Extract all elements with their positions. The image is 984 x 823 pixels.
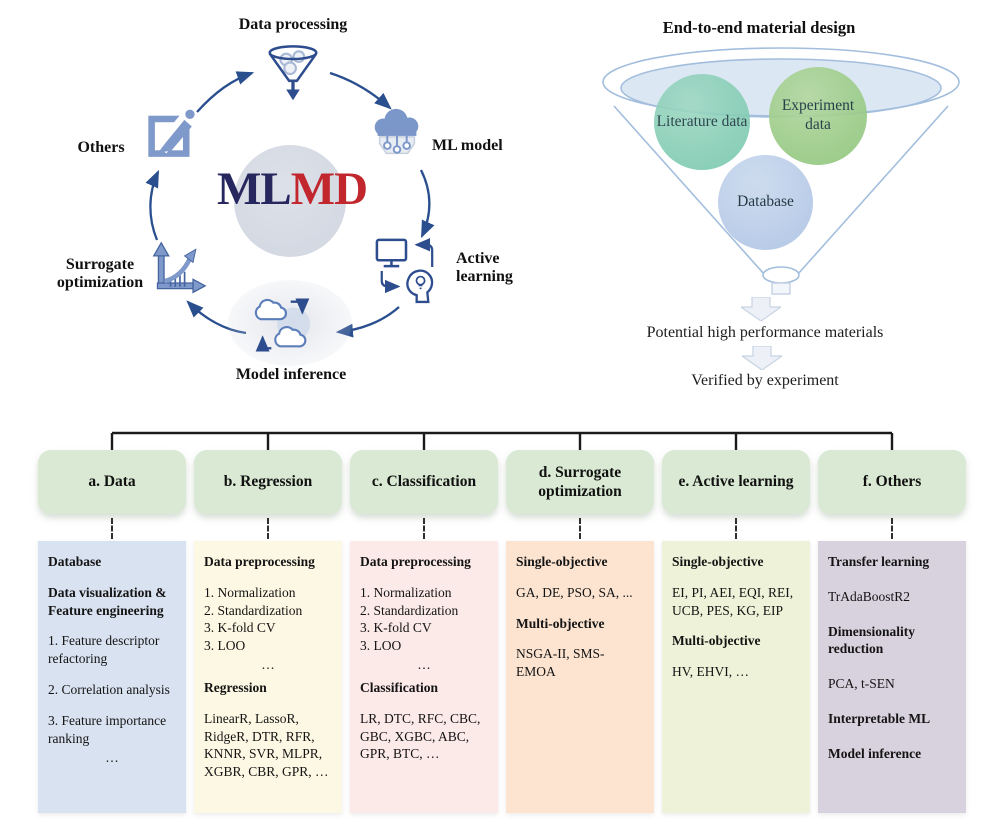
panel-item: Model inference	[828, 745, 922, 761]
panel-classification: Data preprocessing 1. Normalization 2. S…	[350, 541, 498, 813]
panel-item: GA, DE, PSO, SA, ...	[516, 584, 633, 600]
panel-item: NSGA-II, SMS-EMOA	[516, 646, 605, 680]
panel-item: Data preprocessing	[204, 554, 315, 569]
model-inference-icon	[254, 298, 311, 352]
panel-item: Regression	[204, 679, 267, 695]
cycle-center-circle	[234, 145, 346, 257]
panel-item: PCA, t-SEN	[828, 676, 895, 692]
others-edit-icon	[148, 109, 195, 157]
dashed-connector	[111, 518, 113, 539]
panel-item: …	[261, 657, 275, 673]
tree-header-regression: b. Regression	[194, 450, 342, 514]
down-arrow-icon	[742, 346, 782, 370]
panel-item: 3. Feature importance ranking	[48, 712, 167, 746]
label-data-processing: Data processing	[238, 16, 348, 33]
panel-item: 2. Standardization	[360, 602, 459, 618]
tree-header-classification: c. Classification	[350, 450, 498, 514]
experiment-data-circle: Experiment data	[769, 67, 867, 165]
panel-item: HV, EHVI, …	[672, 664, 749, 680]
mlmd-ml-text: ML	[216, 163, 292, 215]
down-arrow-icon	[741, 297, 781, 321]
panel-item: Data visualization & Feature engineering	[48, 584, 167, 618]
label-others: Others	[77, 139, 125, 156]
panel-item: 3. LOO	[204, 638, 246, 654]
panel-item: Multi-objective	[516, 615, 605, 631]
panel-item: 2. Standardization	[204, 602, 303, 618]
panel-item: 1. Normalization	[360, 584, 452, 600]
experiment-data-label: Experiment data	[781, 97, 855, 133]
panel-item: …	[417, 657, 431, 673]
panel-item: Database	[48, 554, 102, 569]
panel-data: Database Data visualization & Feature en…	[38, 541, 186, 813]
panel-item: 2. Correlation analysis	[48, 682, 170, 698]
mlmd-md-text: MD	[290, 163, 368, 215]
panel-item: 1. Normalization	[204, 584, 296, 600]
panel-item: Single-objective	[672, 554, 764, 569]
mlmd-logo: MLMD	[197, 166, 387, 213]
panel-surrogate-optimization: Single-objective GA, DE, PSO, SA, ... Mu…	[506, 541, 654, 813]
data-processing-funnel-icon	[268, 45, 318, 101]
panel-item: …	[105, 749, 119, 765]
panel-item: LinearR, LassoR, RidgeR, DTR, RFR, KNNR,…	[204, 710, 329, 780]
panel-others: Transfer learning TrAdaBoostR2 Dimension…	[818, 541, 966, 813]
panel-item: Dimensionality reduction	[828, 623, 916, 657]
tree-header-others: f. Others	[818, 450, 966, 514]
panel-item: EI, PI, AEI, EQI, REI, UCB, PES, KG, EIP	[672, 584, 794, 618]
tree-header-data: a. Data	[38, 450, 186, 514]
dashed-connector	[579, 518, 581, 539]
panel-item: LR, DTC, RFC, CBC, GBC, XGBC, ABC, GPR, …	[360, 710, 481, 762]
panel-item: 3. K-fold CV	[360, 620, 432, 636]
dashed-connector	[891, 518, 893, 539]
database-label: Database	[737, 193, 794, 211]
panel-item: Interpretable ML	[828, 711, 931, 727]
dashed-connector	[735, 518, 737, 539]
tree-header-active-learning: e. Active learning	[662, 450, 810, 514]
panel-item: TrAdaBoostR2	[828, 588, 911, 604]
flow-text-potential-materials: Potential high performance materials	[646, 324, 884, 341]
ml-model-cloud-icon	[374, 108, 419, 155]
dashed-connector	[267, 518, 269, 539]
database-circle: Database	[718, 155, 813, 250]
panel-item: Multi-objective	[672, 633, 761, 649]
panel-item: 3. LOO	[360, 638, 402, 654]
label-model-inference: Model inference	[235, 366, 347, 383]
panel-item: 1. Feature descriptor refactoring	[48, 633, 160, 667]
funnel-title: End-to-end material design	[662, 18, 856, 37]
panel-item: Single-objective	[516, 554, 608, 569]
panel-item: Classification	[360, 679, 439, 695]
label-active-learning: Active learning	[456, 250, 513, 286]
surrogate-optimization-icon	[152, 241, 207, 294]
label-surrogate-optimization: Surrogate optimization	[56, 256, 144, 292]
tree-connector-lines	[110, 431, 894, 452]
label-ml-model: ML model	[432, 137, 503, 154]
panel-item: 3. K-fold CV	[204, 620, 276, 636]
active-learning-icon	[375, 238, 434, 304]
literature-data-circle: Literature data	[654, 74, 750, 170]
literature-data-label: Literature data	[656, 112, 748, 130]
flow-text-verified: Verified by experiment	[691, 372, 839, 389]
panel-item: Data preprocessing	[360, 554, 471, 569]
panel-item: Transfer learning	[828, 554, 930, 569]
panel-regression: Data preprocessing 1. Normalization 2. S…	[194, 541, 342, 813]
dashed-connector	[423, 518, 425, 539]
tree-header-surrogate-optimization: d. Surrogate optimization	[506, 450, 654, 514]
panel-active-learning: Single-objective EI, PI, AEI, EQI, REI, …	[662, 541, 810, 813]
